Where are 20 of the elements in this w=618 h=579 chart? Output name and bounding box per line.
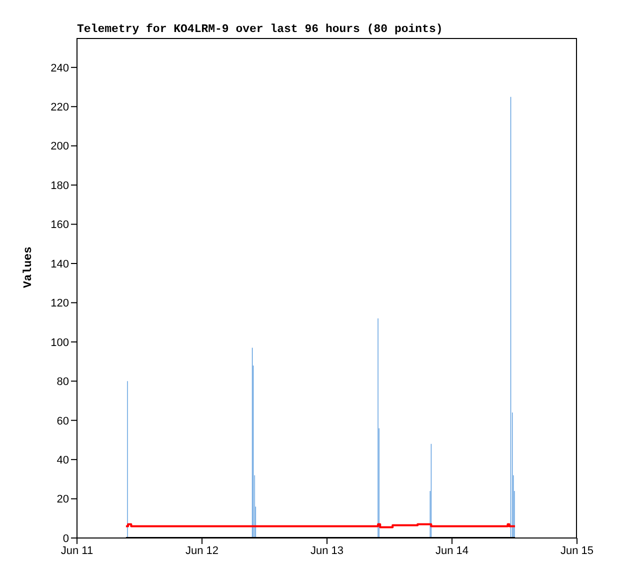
y-tick-label: 200 xyxy=(50,140,69,153)
y-tick-label: 240 xyxy=(50,62,69,74)
chart-title: Telemetry for KO4LRM-9 over last 96 hours (80 points) xyxy=(77,23,443,36)
y-tick-label: 220 xyxy=(50,102,69,114)
y-tick-label: 140 xyxy=(50,258,69,270)
y-tick-label: 160 xyxy=(50,219,69,232)
y-tick-label: 40 xyxy=(56,454,69,466)
y-tick-label: 80 xyxy=(56,376,69,388)
x-tick-label: Jun 14 xyxy=(435,544,469,557)
y-tick-label: 120 xyxy=(50,298,69,310)
y-tick-label: 20 xyxy=(56,494,69,506)
x-tick-label: Jun 15 xyxy=(560,544,594,557)
y-tick-label: 100 xyxy=(50,336,69,349)
x-tick-label: Jun 12 xyxy=(185,544,219,557)
y-tick-label: 180 xyxy=(50,180,69,192)
x-tick-label: Jun 13 xyxy=(310,544,344,557)
x-tick-label: Jun 11 xyxy=(60,544,94,557)
y-tick-label: 60 xyxy=(56,415,69,428)
y-axis-title: Values xyxy=(22,246,36,288)
y-tick-label: 0 xyxy=(62,532,69,545)
